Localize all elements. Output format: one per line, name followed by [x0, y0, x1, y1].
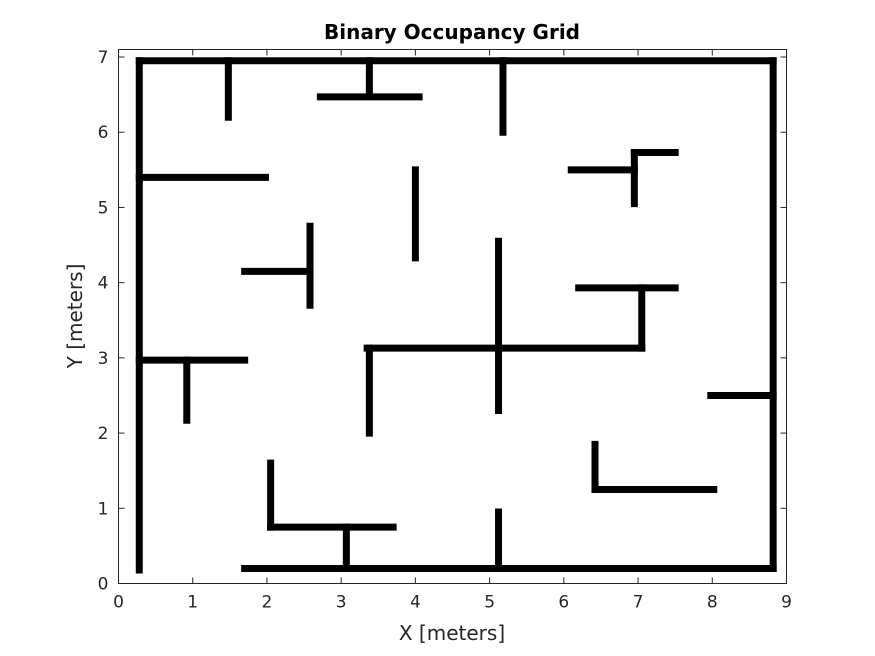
x-tick-label: 9 — [781, 593, 792, 613]
x-tick-label: 7 — [633, 593, 644, 613]
y-tick-label: 5 — [98, 198, 109, 218]
x-axis-label: X [meters] — [399, 621, 505, 645]
x-tick-label: 0 — [113, 593, 124, 613]
ticks-layer: 0 1 2 3 4 5 6 7 8 9 0 1 2 3 4 5 6 7 — [98, 48, 792, 612]
x-tick-label: 4 — [410, 593, 421, 613]
plot-area-frame — [118, 49, 787, 584]
x-tick-label: 8 — [707, 593, 718, 613]
x-tick-label: 6 — [558, 593, 569, 613]
y-axis-label: Y [meters] — [63, 264, 87, 370]
chart-title: Binary Occupancy Grid — [324, 20, 580, 44]
y-tick-label: 1 — [98, 499, 109, 519]
y-tick-label: 3 — [98, 349, 109, 369]
x-tick-label: 1 — [187, 593, 198, 613]
x-tick-label: 2 — [262, 593, 273, 613]
x-tick-label: 5 — [484, 593, 495, 613]
y-tick-label: 2 — [98, 424, 109, 444]
walls-layer — [135, 57, 777, 574]
y-tick-label: 4 — [98, 274, 109, 294]
y-tick-label: 7 — [98, 48, 109, 68]
x-tick-label: 3 — [336, 593, 347, 613]
y-tick-label: 0 — [98, 575, 109, 595]
y-tick-label: 6 — [98, 123, 109, 143]
